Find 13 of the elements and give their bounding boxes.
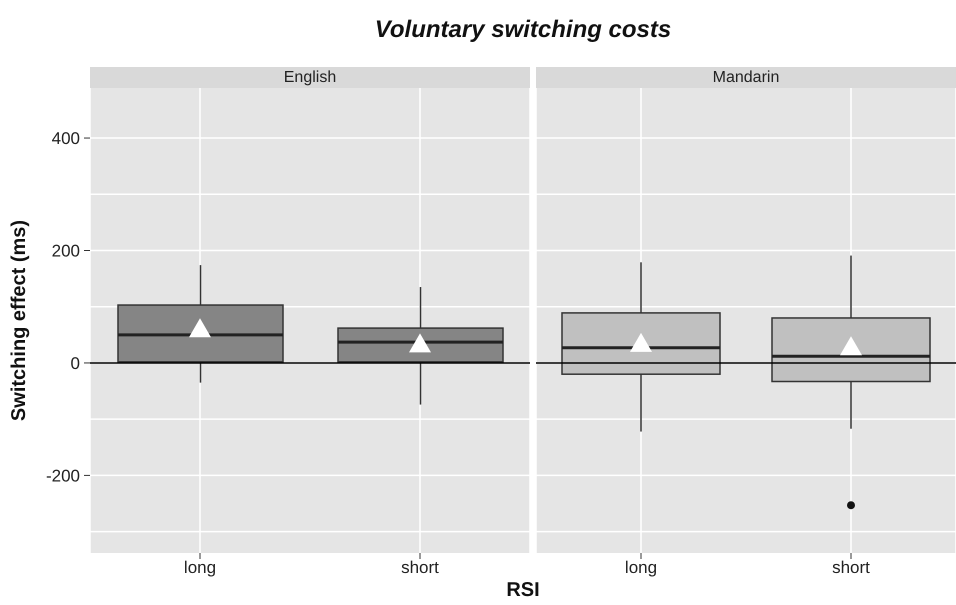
x-axis-title: RSI — [505, 579, 541, 602]
x-tick-label: short — [401, 558, 440, 578]
y-tick-label: 200 — [52, 241, 80, 260]
x-tick-label: long — [624, 558, 658, 578]
y-tick-label: -200 — [46, 466, 80, 486]
y-tick-label: 400 — [52, 128, 80, 148]
x-tick-label: short — [832, 558, 870, 578]
x-tick-label: long — [184, 558, 216, 578]
y-axis-title: Switching effect (ms) — [8, 220, 32, 422]
chart-title: Voluntary switching costs — [374, 16, 672, 44]
chart-subtitle: Mandarin — [536, 67, 956, 88]
y-tick-label: 0 — [70, 354, 80, 373]
chart-subtitle: English — [90, 67, 530, 88]
